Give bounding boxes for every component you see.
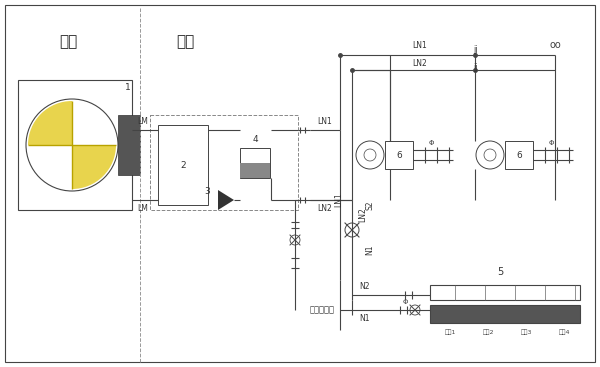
Text: LM: LM (137, 204, 148, 213)
Text: 5: 5 (497, 267, 503, 277)
Text: jj: jj (473, 63, 477, 73)
Text: 自来水补水: 自来水补水 (310, 305, 335, 315)
Text: jj: jj (473, 46, 477, 55)
Bar (240, 163, 270, 178)
Text: S2: S2 (365, 200, 374, 210)
Text: LN1: LN1 (317, 117, 332, 126)
Text: 水山3: 水山3 (520, 329, 532, 335)
Text: 室外: 室外 (59, 34, 77, 50)
Text: N2: N2 (360, 282, 370, 291)
Text: LN2: LN2 (413, 59, 427, 68)
Text: N1: N1 (365, 244, 374, 255)
Text: 3: 3 (204, 188, 210, 196)
Text: 2: 2 (180, 160, 186, 170)
Text: Φ: Φ (428, 140, 434, 146)
Bar (430, 305, 580, 323)
Text: N1: N1 (360, 314, 370, 323)
Polygon shape (218, 190, 234, 210)
Bar (158, 125, 208, 205)
Text: 水山2: 水山2 (482, 329, 494, 335)
Text: Φ: Φ (548, 140, 554, 146)
Text: 水山4: 水山4 (558, 329, 570, 335)
Bar (150, 115, 298, 210)
Text: LN2: LN2 (358, 208, 367, 222)
Text: 1: 1 (125, 84, 131, 92)
Bar (385, 141, 413, 169)
Bar (240, 148, 270, 178)
Text: Φ: Φ (403, 299, 407, 305)
Text: LN2: LN2 (317, 204, 332, 213)
Text: 6: 6 (516, 150, 522, 160)
Wedge shape (72, 145, 116, 189)
Text: LM: LM (137, 117, 148, 126)
Text: 6: 6 (396, 150, 402, 160)
Text: 4: 4 (252, 135, 258, 145)
Text: LN1: LN1 (334, 193, 343, 207)
Bar (430, 285, 580, 300)
Text: LN1: LN1 (413, 41, 427, 50)
Bar (118, 115, 140, 175)
Bar (505, 141, 533, 169)
Text: 水山1: 水山1 (445, 329, 455, 335)
Text: oo: oo (549, 40, 561, 50)
Wedge shape (28, 101, 72, 145)
Bar (18, 80, 132, 210)
Text: 室内: 室内 (176, 34, 194, 50)
